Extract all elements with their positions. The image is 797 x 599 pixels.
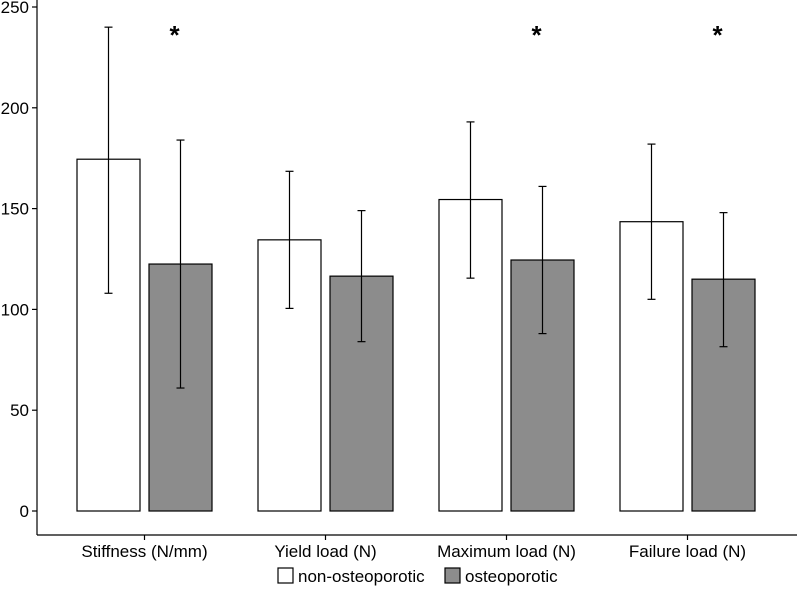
x-tick-label: Yield load (N) [274,542,376,561]
legend-swatch [444,567,461,584]
legend: non-osteoporotic osteoporotic [277,567,558,586]
y-tick-label: 100 [1,300,29,319]
legend-swatch [277,567,294,584]
x-tick-label: Maximum load (N) [437,542,576,561]
significance-marker: * [531,20,542,50]
significance-marker: * [712,20,723,50]
y-tick-label: 200 [1,99,29,118]
x-tick-label: Failure load (N) [629,542,746,561]
x-tick-label: Stiffness (N/mm) [81,542,207,561]
bars [76,158,756,512]
y-tick-label: 150 [1,200,29,219]
labels: Stiffness (N/mm) * Yield load (N) Maximum l… [81,20,746,561]
legend-label: osteoporotic [465,567,558,586]
y-tick-label: 0 [20,502,29,521]
axes: 0 50 100 150 200 250 [1,0,797,540]
error-bars [104,26,728,389]
significance-marker: * [169,20,180,50]
y-tick-label: 250 [1,0,29,17]
legend-label: non-osteoporotic [298,567,425,586]
y-tick-label: 50 [10,401,29,420]
